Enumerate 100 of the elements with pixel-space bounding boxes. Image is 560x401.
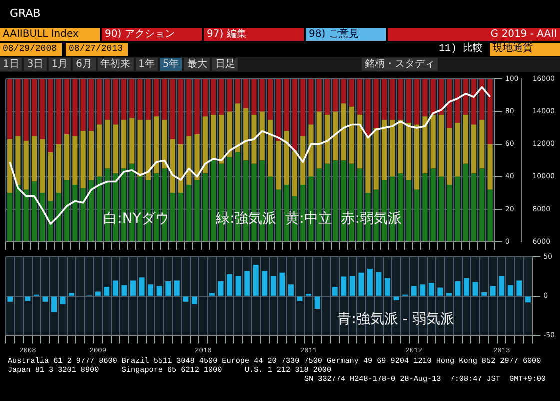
bar — [56, 193, 62, 242]
bar — [130, 118, 135, 164]
bar — [244, 79, 249, 109]
bar — [406, 79, 412, 124]
bar — [95, 292, 101, 296]
bar — [376, 272, 382, 296]
bar — [244, 271, 250, 296]
bar — [420, 284, 426, 296]
bar — [80, 188, 86, 242]
bar — [276, 141, 282, 190]
bar — [341, 79, 346, 104]
bar — [154, 116, 160, 174]
bar — [447, 79, 452, 128]
bar — [186, 136, 192, 186]
bar — [488, 190, 493, 242]
bar — [268, 79, 274, 120]
bar — [8, 139, 13, 194]
bar — [455, 282, 461, 296]
bar — [358, 272, 364, 296]
text: 11) 比較 — [436, 43, 486, 56]
text: 3日 — [24, 58, 47, 71]
bar — [324, 115, 330, 164]
bar — [438, 288, 444, 296]
bar — [438, 176, 444, 242]
text: 6月 — [73, 58, 96, 71]
bar — [382, 79, 388, 120]
bar — [166, 282, 172, 296]
bar — [324, 79, 330, 116]
bar — [40, 193, 46, 242]
bar — [113, 124, 118, 174]
bar — [414, 190, 420, 242]
bar — [186, 185, 192, 242]
bar — [8, 193, 13, 242]
bar — [349, 106, 354, 164]
bar — [366, 136, 371, 194]
bar — [97, 124, 102, 177]
bar — [80, 131, 86, 188]
bar — [122, 120, 127, 169]
bar — [252, 115, 257, 164]
bar — [32, 182, 38, 242]
bar — [447, 185, 452, 242]
bar — [236, 276, 242, 296]
bar — [428, 283, 434, 296]
bar — [219, 79, 224, 116]
bar — [390, 120, 396, 177]
bar — [288, 284, 294, 296]
bar — [488, 144, 493, 190]
bar — [138, 79, 143, 120]
bar — [438, 79, 444, 116]
bar — [42, 296, 48, 302]
bar — [406, 180, 412, 242]
bar — [88, 131, 94, 180]
text: G 2019 - AAII — [388, 28, 560, 41]
bar — [300, 136, 306, 186]
bar — [211, 115, 216, 161]
bar — [219, 115, 224, 164]
bar — [455, 176, 460, 242]
bar — [97, 176, 102, 242]
bar — [374, 128, 379, 190]
bar — [235, 79, 240, 104]
bar — [262, 271, 268, 296]
bar — [170, 79, 176, 140]
bar — [113, 174, 118, 242]
bar — [148, 284, 154, 296]
text: 日足 — [212, 58, 238, 71]
bar — [438, 115, 444, 177]
bar — [455, 79, 460, 124]
bar — [341, 276, 347, 296]
text: 銘柄・スタディ — [362, 58, 438, 71]
bar — [69, 293, 75, 296]
bar — [398, 120, 404, 174]
bar — [316, 79, 322, 112]
bar — [32, 79, 38, 136]
bar — [394, 296, 400, 300]
bar — [499, 276, 505, 296]
bar — [8, 79, 13, 140]
bar — [186, 79, 192, 136]
bar — [488, 79, 493, 144]
bar — [105, 79, 110, 120]
bar — [202, 116, 208, 174]
bar — [280, 272, 286, 296]
text: 5年 — [160, 58, 182, 71]
bar — [156, 286, 162, 296]
bar — [227, 274, 233, 296]
bar — [48, 201, 54, 242]
bar — [80, 79, 86, 132]
bar — [333, 112, 338, 161]
bar — [260, 79, 265, 112]
bar — [170, 193, 176, 242]
bar — [178, 79, 184, 144]
bar — [455, 123, 460, 177]
bar — [358, 115, 363, 169]
bar — [332, 286, 338, 296]
bar — [48, 79, 54, 152]
bar — [472, 79, 477, 125]
bar — [154, 79, 160, 117]
bar — [406, 123, 412, 180]
text: 98) ご意見 — [306, 28, 386, 41]
bar — [414, 124, 420, 190]
bar — [349, 79, 354, 107]
